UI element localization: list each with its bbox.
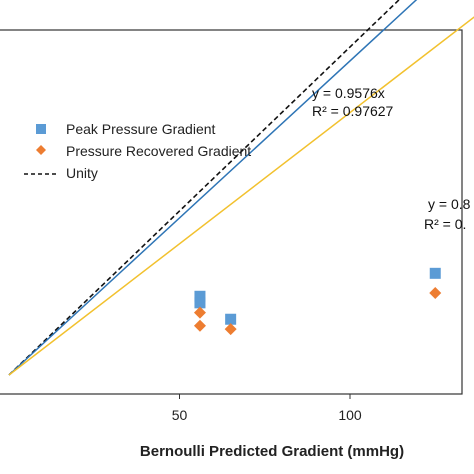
legend-label-unity: Unity	[66, 165, 98, 181]
line-peak-fit	[8, 0, 418, 376]
line-recovered-fit	[8, 16, 474, 376]
plot-frame	[0, 29, 463, 395]
recovered-fit-r-squared: R² = 0.	[424, 216, 466, 232]
legend-label-peak: Peak Pressure Gradient	[66, 121, 216, 137]
point-recovered-0	[193, 306, 206, 319]
plot-area-border	[0, 29, 463, 395]
peak-fit-equation: y = 0.9576x	[312, 85, 385, 101]
point-peak-0	[194, 290, 206, 302]
point-recovered-1	[193, 319, 206, 332]
point-peak-1	[194, 297, 206, 309]
point-peak-3	[429, 267, 441, 279]
x-tick-label-100: 100	[338, 407, 362, 423]
legend-label-recovered: Pressure Recovered Gradient	[66, 143, 251, 159]
recovered-fit-equation: y = 0.8	[428, 196, 471, 212]
legend: Peak Pressure Gradient Pressure Recovere…	[24, 121, 251, 181]
point-recovered-3	[429, 287, 442, 299]
x-axis-ticks: 50100150200250300	[172, 394, 362, 423]
point-recovered-2	[224, 323, 237, 336]
legend-marker-peak	[36, 124, 46, 134]
legend-marker-recovered	[36, 145, 46, 155]
fit-lines	[8, 0, 474, 376]
x-tick-label-50: 50	[172, 407, 188, 423]
line-unity	[8, 0, 401, 376]
data-points	[193, 267, 442, 336]
x-axis-title: Bernoulli Predicted Gradient (mmHg)	[140, 443, 404, 460]
point-peak-2	[225, 313, 237, 325]
peak-fit-r-squared: R² = 0.97627	[312, 103, 394, 119]
